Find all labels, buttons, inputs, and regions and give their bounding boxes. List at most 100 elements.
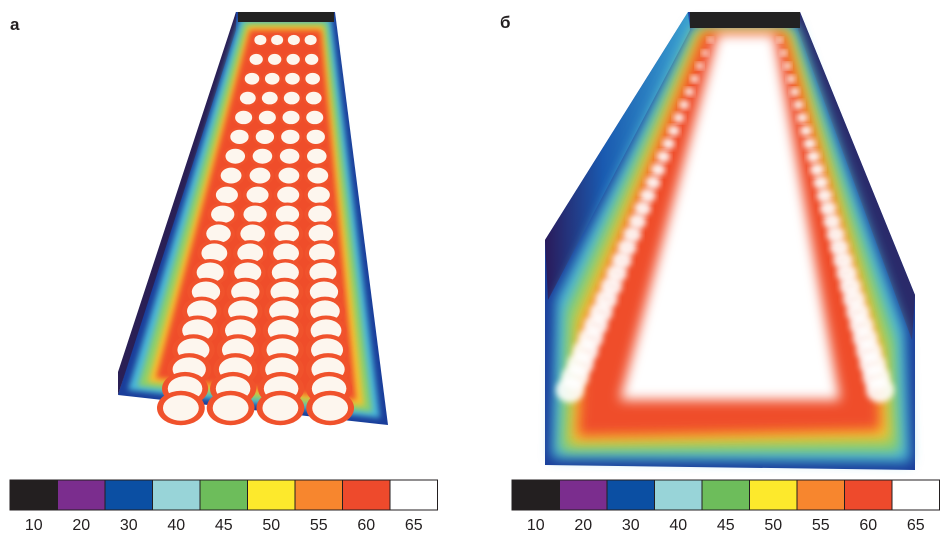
spot [556,377,584,402]
spot [262,92,278,105]
spot [256,130,274,144]
spot [240,92,256,105]
spot [309,225,334,243]
spot [211,206,234,223]
spot [784,62,792,69]
legend-label: 20 [574,517,592,534]
legend-swatch [512,480,560,510]
spot [707,37,713,42]
legend-swatch [607,480,655,510]
legend-swatch [750,480,798,510]
spot [651,163,665,176]
spot [276,206,299,223]
legend-label: 60 [357,517,375,534]
legend-label: 20 [72,517,90,534]
spot [247,187,269,204]
spot [810,163,824,176]
spot [206,225,231,243]
spot [866,377,894,402]
spot [645,176,660,189]
spot [780,50,787,56]
spot [230,130,248,144]
spot [284,92,300,105]
legend-label: 45 [215,517,233,534]
legend-swatch [153,480,201,510]
legend-label: 55 [310,517,328,534]
heatmap-b [545,12,915,470]
legend-label: 60 [859,517,877,534]
spot [225,149,245,164]
figure: а б 102030404550556065102030404550556065 [0,0,946,536]
spot [807,151,820,163]
spot [701,50,708,56]
legend-swatch [390,480,438,510]
panel-label: а [10,15,20,34]
spot [213,395,249,421]
spot [254,35,266,45]
spot [288,35,300,45]
spot [679,100,689,109]
spot [240,225,265,243]
room-top [690,12,800,28]
legend-swatch [295,480,343,510]
spot [307,168,328,184]
legend-swatch [200,480,248,510]
spot [820,201,837,216]
spot [305,73,320,85]
spot [696,62,704,69]
legend-label: 40 [167,517,185,534]
legend-label: 65 [907,517,925,534]
heatmap-a [118,12,388,425]
spot [800,125,812,136]
spot [277,187,299,204]
panel-label: б [500,13,511,32]
spot [690,75,698,83]
legend-label: 30 [622,517,640,534]
spot [235,111,252,124]
spot [307,149,327,164]
legend-swatch [702,480,750,510]
spot [640,188,656,202]
spot [216,187,238,204]
spot [668,125,680,136]
spot [662,138,675,149]
legend-label: 10 [25,517,43,534]
spot [813,176,828,189]
spot [305,54,318,65]
spot [285,73,300,85]
legend-label: 40 [669,517,687,534]
spot [259,111,276,124]
spot [685,88,694,96]
legend-label: 65 [405,517,423,534]
spot [657,151,670,163]
spot [803,138,816,149]
spot [777,37,783,42]
legend-label: 55 [812,517,830,534]
spot [268,54,281,65]
spot [278,168,299,184]
spot [305,35,317,45]
spot [253,149,273,164]
legend-swatch [248,480,296,510]
spot [308,187,330,204]
legend-swatch [105,480,153,510]
spot [221,168,242,184]
spot [306,92,322,105]
legend-swatch [343,480,391,510]
spot [262,395,298,421]
legend-label: 10 [527,517,545,534]
spot [163,395,199,421]
spot [271,35,283,45]
spot [787,75,795,83]
legend-swatch [655,480,703,510]
spot [280,149,300,164]
spot [306,111,323,124]
spot [274,225,299,243]
spot [245,73,260,85]
spot [308,206,331,223]
spot [673,113,684,123]
legend-swatch [797,480,845,510]
spot [243,206,266,223]
legend-swatch [845,480,893,510]
